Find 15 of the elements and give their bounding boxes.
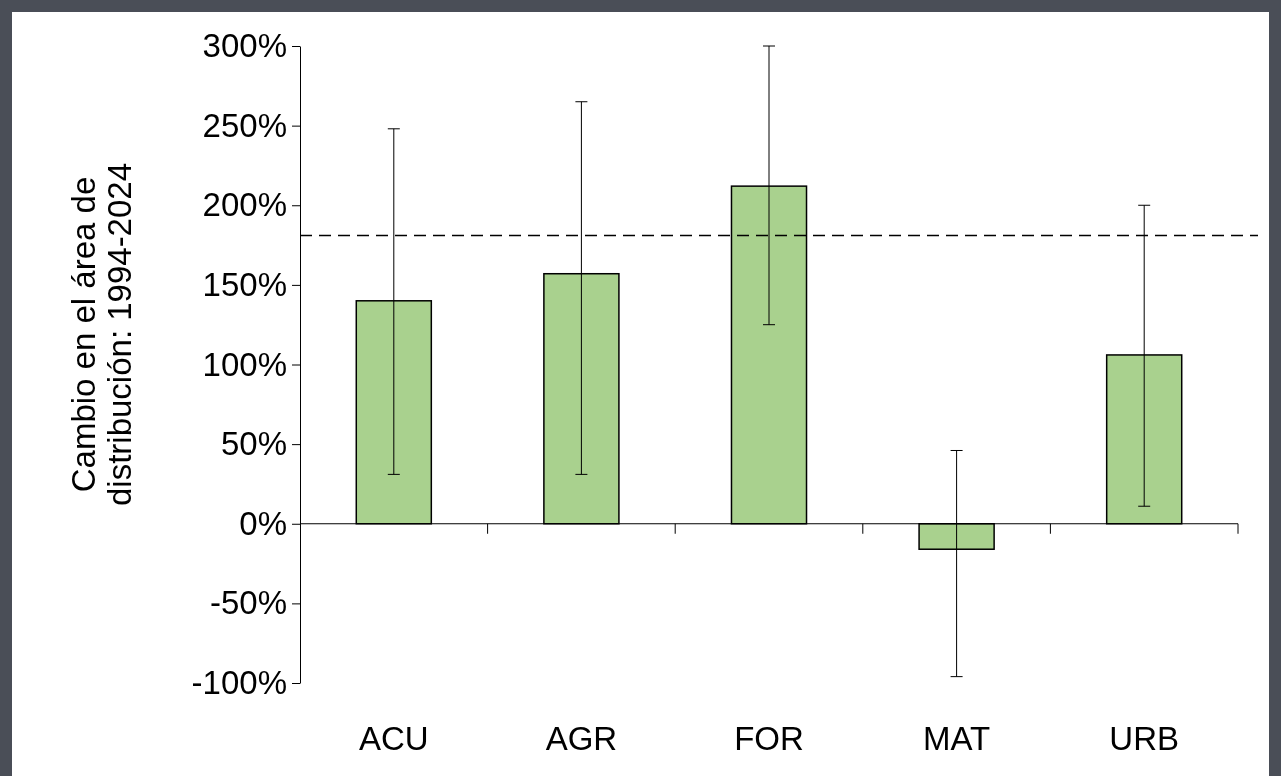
y-tick-label: -50% [209,584,287,622]
x-tick-label: URB [1109,720,1180,757]
y-tick-label: 200% [202,186,287,224]
y-tick-label: 100% [202,345,287,383]
x-tick-label: ACU [358,720,429,757]
y-tick-label: 0% [239,504,287,542]
y-tick-label: 50% [220,425,287,463]
y-tick-label: 150% [202,265,287,303]
y-tick-label: 250% [202,106,287,144]
x-tick-label: AGR [545,720,618,757]
y-axis-title: Cambio en el área de distribución: 1994-2024 [65,162,138,507]
x-tick-label: MAT [922,720,991,757]
y-tick-label: -100% [191,664,287,702]
x-tick-label: FOR [734,720,804,757]
y-tick-label: 300% [202,27,287,65]
